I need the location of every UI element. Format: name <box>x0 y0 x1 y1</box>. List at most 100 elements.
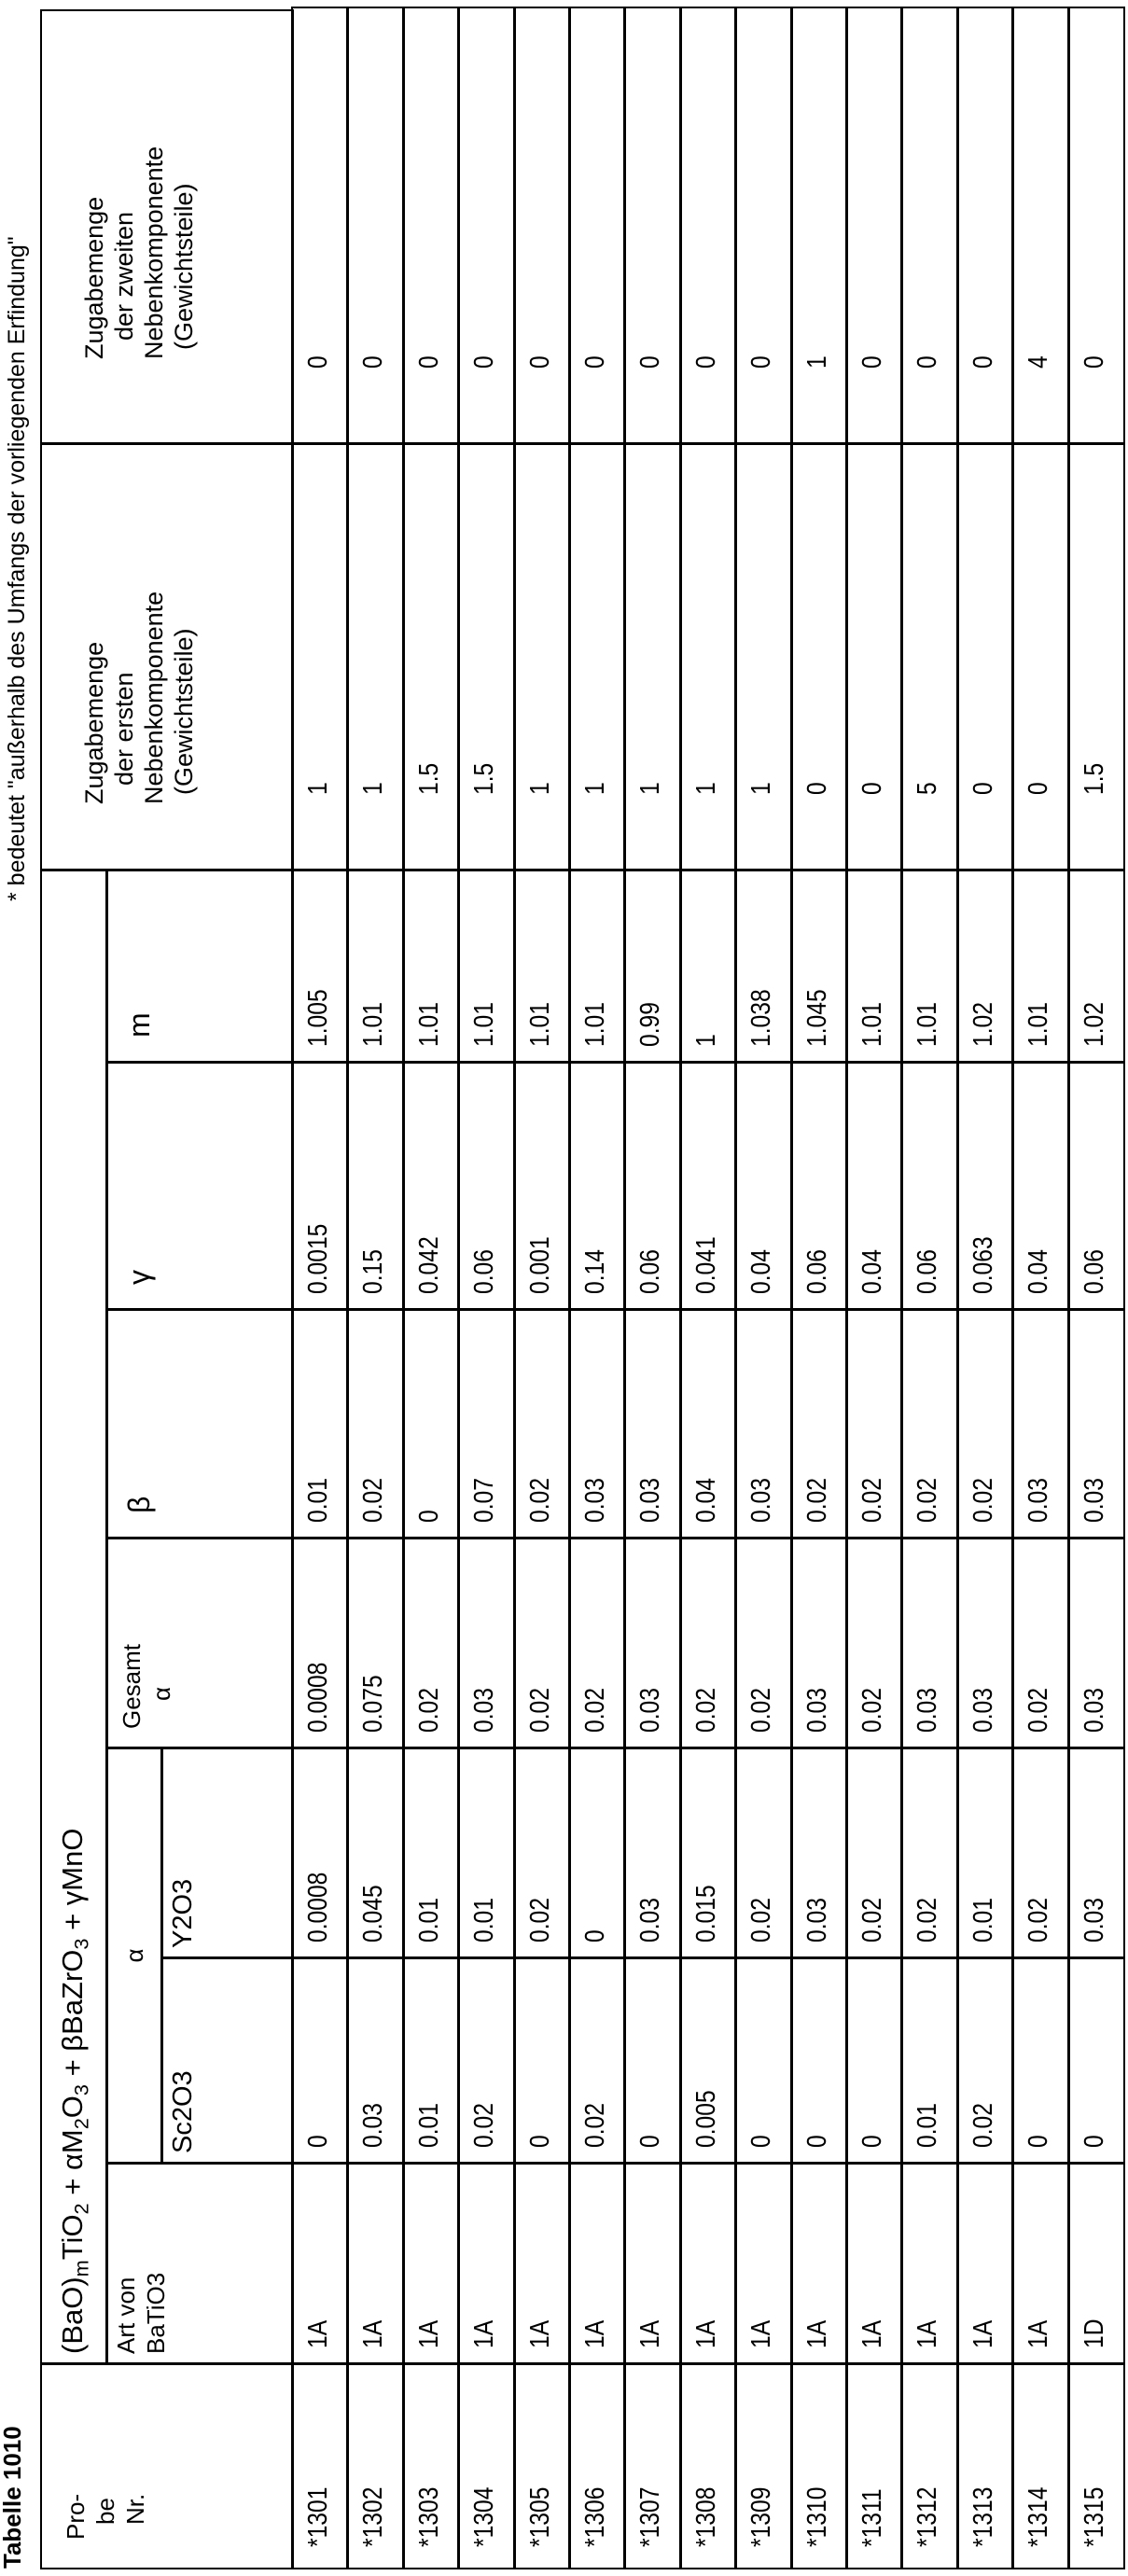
cell-value: 0.03 <box>1069 1688 1121 1733</box>
cell-value: 0.03 <box>958 1688 1010 1733</box>
cell-sc2o3: 0.01 <box>402 1956 460 2165</box>
cell-gamma: 0.063 <box>956 1061 1014 1311</box>
cell-value: 0 <box>404 355 455 369</box>
cell-value: 0.005 <box>681 2090 732 2148</box>
cell-beta: 0.01 <box>291 1308 349 1539</box>
cell-gamma: 0.06 <box>623 1061 681 1311</box>
cell-m: 1.02 <box>1067 869 1125 1064</box>
cell-probe-nr: *1304 <box>457 2362 515 2569</box>
cell-second-subcomponent: 0 <box>568 7 626 445</box>
header-first-subcomponent: Zugabemenge der ersten Nebenkomponente (… <box>40 442 294 871</box>
cell-beta: 0.03 <box>623 1308 681 1539</box>
cell-value: 0.03 <box>1013 1478 1065 1523</box>
header-first-line: (Gewichtsteile) <box>169 453 199 804</box>
formula-text: (BaO) <box>56 2277 89 2354</box>
cell-y2o3: 0.03 <box>623 1747 681 1959</box>
cell-value: 1.5 <box>404 763 455 795</box>
cell-gesamt-alpha: 0.075 <box>346 1537 404 1749</box>
cell-second-subcomponent: 0 <box>457 7 515 445</box>
cell-value: *1306 <box>570 2487 621 2547</box>
cell-value: 1.045 <box>792 989 843 1047</box>
cell-sc2o3: 0 <box>513 1956 571 2165</box>
cell-beta: 0.02 <box>513 1308 571 1539</box>
header-second-line: (Gewichtsteile) <box>169 21 199 359</box>
cell-probe-nr: *1303 <box>402 2362 460 2569</box>
cell-second-subcomponent: 0 <box>291 7 349 445</box>
cell-value: 1.01 <box>902 1002 954 1047</box>
cell-value: 1 <box>293 782 344 795</box>
cell-beta: 0.02 <box>790 1308 848 1539</box>
cell-batio3-type: 1A <box>1011 2162 1069 2365</box>
cell-value: 1A <box>625 2320 676 2348</box>
header-gamma-label: γ <box>122 1270 156 1285</box>
cell-value: 0.06 <box>902 1249 954 1294</box>
cell-value: 0.063 <box>958 1236 1010 1294</box>
cell-value: 0.02 <box>847 1478 898 1523</box>
cell-value: 0.02 <box>792 1478 843 1523</box>
cell-value: *1310 <box>792 2487 843 2547</box>
cell-beta: 0.07 <box>457 1308 515 1539</box>
cell-value: *1302 <box>348 2487 399 2547</box>
cell-gamma: 0.06 <box>790 1061 848 1311</box>
cell-value: 1A <box>293 2320 344 2348</box>
cell-value: 0.02 <box>404 1688 455 1733</box>
cell-sc2o3: 0 <box>1011 1956 1069 2165</box>
cell-m: 1.005 <box>291 869 349 1064</box>
cell-sc2o3: 0 <box>790 1956 848 2165</box>
cell-second-subcomponent: 1 <box>790 7 848 445</box>
cell-value: 0 <box>1013 782 1065 795</box>
cell-gamma: 0.04 <box>734 1061 792 1311</box>
cell-value: 0.03 <box>1069 1478 1121 1523</box>
formula-subscript: m <box>70 2260 93 2277</box>
cell-value: *1313 <box>958 2487 1010 2547</box>
cell-probe-nr: *1312 <box>900 2362 958 2569</box>
cell-value: 0.02 <box>736 1688 787 1733</box>
cell-batio3-type: 1A <box>845 2162 903 2365</box>
cell-m: 1.01 <box>845 869 903 1064</box>
header-probe-line: be <box>91 2374 120 2540</box>
cell-gamma: 0.06 <box>900 1061 958 1311</box>
formula-subscript: 2 <box>70 2203 93 2214</box>
cell-value: 0.99 <box>625 1002 676 1047</box>
cell-value: 1A <box>792 2320 843 2348</box>
header-formula: (BaO)mTiO2 + αM2O3 + βBaZrO3 + γMnO <box>40 869 108 2365</box>
cell-value: 0.0015 <box>293 1224 344 1294</box>
rotated-table-page: Tabelle 1010 * bedeutet "außerhalb des U… <box>0 0 1128 2576</box>
cell-value: *1311 <box>847 2488 898 2547</box>
cell-value: 0.07 <box>459 1478 510 1523</box>
cell-first-subcomponent: 1.5 <box>457 442 515 871</box>
header-second-line: Zugabemenge <box>79 21 109 359</box>
cell-value: *1303 <box>404 2487 455 2547</box>
cell-value: 0.03 <box>1069 1898 1121 1942</box>
cell-value: 1A <box>736 2320 787 2348</box>
cell-value: 0 <box>1013 2135 1065 2148</box>
cell-value: 0 <box>1069 355 1121 369</box>
cell-value: 0.02 <box>459 2103 510 2148</box>
cell-value: 0.045 <box>348 1885 399 1942</box>
cell-m: 1.01 <box>402 869 460 1064</box>
cell-value: 0 <box>736 355 787 369</box>
cell-batio3-type: 1A <box>457 2162 515 2365</box>
cell-value: 1A <box>847 2320 898 2348</box>
cell-m: 1.01 <box>900 869 958 1064</box>
cell-probe-nr: *1306 <box>568 2362 626 2569</box>
cell-value: 0 <box>958 355 1010 369</box>
header-probe-line: Pro- <box>61 2374 91 2540</box>
cell-value: 1 <box>515 782 566 795</box>
cell-first-subcomponent: 5 <box>900 442 958 871</box>
formula-text: + βBaZrO <box>56 1950 89 2084</box>
cell-value: 0.02 <box>902 1898 954 1942</box>
cell-value: 1 <box>625 782 676 795</box>
cell-batio3-type: 1A <box>402 2162 460 2365</box>
cell-value: 0.041 <box>681 1236 732 1294</box>
cell-value: *1315 <box>1069 2487 1121 2547</box>
cell-first-subcomponent: 1.5 <box>1067 442 1125 871</box>
cell-y2o3: 0.045 <box>346 1747 404 1959</box>
cell-value: 0.03 <box>792 1898 843 1942</box>
cell-batio3-type: 1A <box>679 2162 737 2365</box>
cell-value: 0.06 <box>1069 1249 1121 1294</box>
formula-text: + αM <box>56 2129 89 2203</box>
cell-first-subcomponent: 1.5 <box>402 442 460 871</box>
cell-value: 1A <box>681 2320 732 2348</box>
header-art-line: BaTiO3 <box>141 2173 171 2354</box>
